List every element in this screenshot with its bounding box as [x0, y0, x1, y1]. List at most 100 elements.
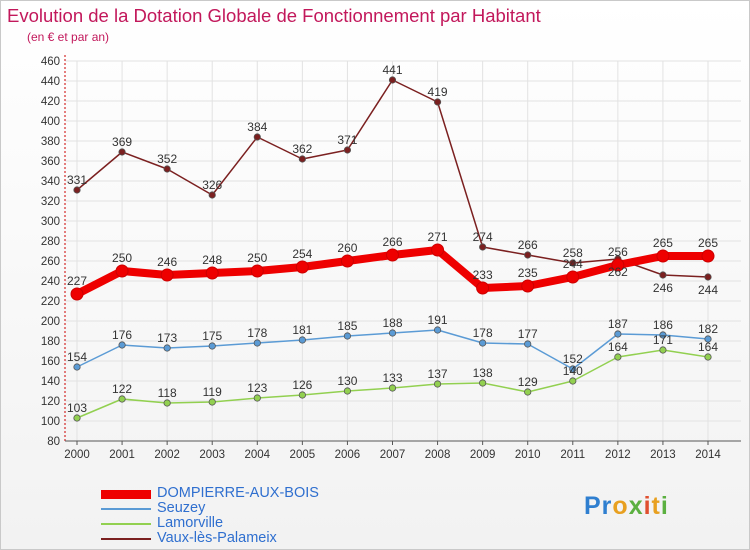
- data-label: 248: [202, 253, 222, 267]
- y-tick-label: 240: [41, 276, 60, 288]
- legend-item-dompierre-aux-bois: DOMPIERRE-AUX-BOIS: [101, 485, 401, 501]
- data-label: 244: [563, 257, 583, 271]
- data-label: 119: [203, 385, 222, 399]
- data-label: 182: [698, 322, 718, 336]
- data-label: 103: [67, 401, 87, 415]
- data-point: [433, 380, 442, 388]
- data-label: 256: [608, 245, 628, 259]
- y-tick-label: 300: [41, 216, 60, 228]
- data-label: 352: [157, 152, 177, 166]
- data-point: [433, 98, 442, 106]
- data-label: 171: [653, 333, 673, 347]
- axes: 80 100 120 140 160 180 200 220 240 260 280 300 320 34…: [41, 55, 741, 461]
- data-label: 133: [382, 371, 402, 385]
- x-tick-label: 2007: [380, 449, 406, 461]
- chart-title: Evolution de la Dotation Globale de Fonc…: [7, 5, 541, 26]
- data-point: [343, 387, 352, 395]
- legend-item-vaux-les-palameix: Vaux-lès-Palameix: [101, 530, 401, 546]
- data-point: [253, 339, 261, 347]
- data-point: [704, 353, 712, 361]
- data-label: 191: [428, 313, 448, 327]
- legend-label: Vaux-lès-Palameix: [157, 530, 277, 546]
- x-tick-label: 2006: [335, 449, 361, 461]
- legend-item-lamorville: Lamorville: [101, 515, 401, 531]
- data-label: 175: [202, 329, 222, 343]
- data-label: 176: [112, 328, 132, 342]
- x-tick-label: 2013: [650, 449, 676, 461]
- legend-item-seuzey: Seuzey: [101, 500, 401, 516]
- x-tick-label: 2008: [425, 449, 451, 461]
- legend-swatch: [101, 490, 151, 499]
- data-point: [343, 332, 352, 340]
- y-tick-label: 340: [41, 176, 60, 188]
- data-point: [298, 155, 306, 163]
- x-tick-label: 2001: [109, 449, 135, 461]
- data-point: [479, 379, 487, 387]
- data-label: 173: [157, 331, 177, 345]
- data-label: 181: [292, 323, 312, 337]
- data-point: [479, 339, 487, 347]
- data-point: [295, 260, 309, 274]
- data-point: [118, 341, 126, 349]
- data-label: 246: [157, 255, 177, 269]
- x-tick-label: 2005: [290, 449, 316, 461]
- proxiti-logo: Proxiti: [584, 492, 669, 520]
- data-labels: 227 250 246 248 250 254 260 266 271 233 235 244 256 2…: [67, 63, 718, 415]
- data-point: [160, 268, 174, 282]
- data-point: [656, 249, 670, 263]
- data-label: 441: [382, 63, 402, 77]
- data-point: [659, 331, 667, 339]
- data-point: [476, 281, 490, 295]
- data-label: 138: [473, 366, 493, 380]
- data-point: [433, 326, 442, 334]
- x-tick-label: 2014: [695, 449, 721, 461]
- data-point: [250, 264, 264, 278]
- data-point: [208, 191, 216, 199]
- legend-swatch: [101, 508, 151, 510]
- data-point: [566, 270, 580, 284]
- data-point: [431, 243, 445, 257]
- data-point: [118, 148, 126, 156]
- data-point: [163, 165, 171, 173]
- x-tick-label: 2009: [470, 449, 496, 461]
- data-point: [343, 146, 352, 154]
- data-point: [298, 336, 306, 344]
- y-tick-label: 460: [41, 56, 60, 68]
- data-label: 250: [247, 251, 267, 265]
- data-point: [704, 335, 712, 343]
- data-point: [569, 365, 577, 373]
- data-point: [115, 264, 129, 278]
- data-label: 123: [247, 381, 267, 395]
- y-tick-label: 400: [41, 116, 60, 128]
- series-lines: [70, 76, 715, 422]
- data-label: 271: [428, 230, 448, 244]
- y-tick-label: 160: [41, 356, 60, 368]
- data-label: 178: [247, 326, 267, 340]
- data-label: 227: [67, 274, 87, 288]
- data-point: [73, 363, 81, 371]
- data-point: [479, 243, 487, 251]
- legend-label: Seuzey: [157, 500, 206, 516]
- data-label: 265: [698, 236, 718, 250]
- y-tick-label: 200: [41, 316, 60, 328]
- y-tick-label: 420: [41, 96, 60, 108]
- legend-swatch: [101, 523, 151, 525]
- data-label: 186: [653, 318, 673, 332]
- y-tick-label: 440: [41, 76, 60, 88]
- y-tick-label: 120: [41, 396, 60, 408]
- y-tick-label: 180: [41, 336, 60, 348]
- data-point: [524, 251, 532, 259]
- x-tick-label: 2012: [605, 449, 631, 461]
- y-tick-label: 100: [41, 416, 60, 428]
- data-label: 274: [473, 230, 493, 244]
- data-label: 137: [428, 367, 448, 381]
- data-label: 178: [473, 326, 493, 340]
- data-point: [659, 346, 667, 354]
- legend-label: DOMPIERRE-AUX-BOIS: [157, 485, 319, 501]
- data-point: [659, 271, 667, 279]
- x-tick-label: 2010: [515, 449, 541, 461]
- data-point: [704, 273, 712, 281]
- data-point: [611, 258, 625, 272]
